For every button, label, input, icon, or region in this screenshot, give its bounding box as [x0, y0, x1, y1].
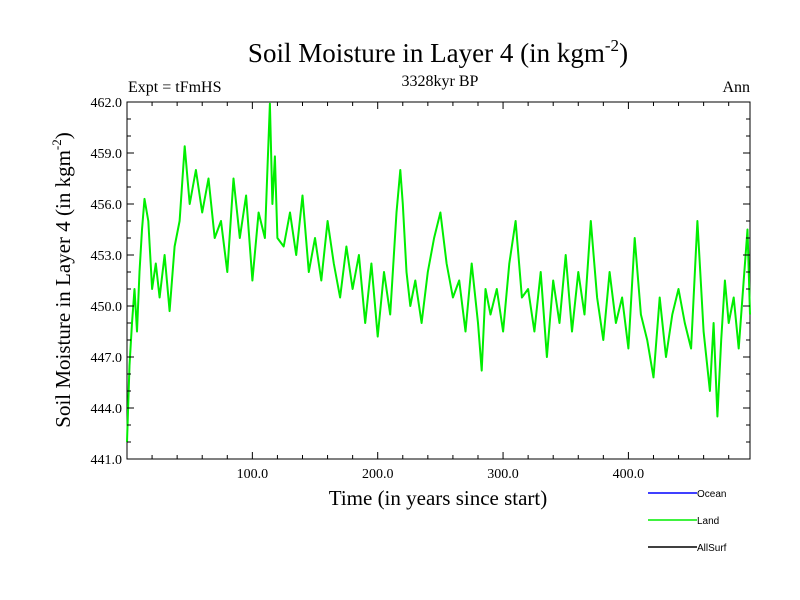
- legend-label-ocean: Ocean: [697, 489, 726, 500]
- x-axis: 100.0 200.0 300.0 400.0: [151, 102, 730, 482]
- y-tick-label: 456.0: [91, 198, 123, 213]
- legend-label-land: Land: [697, 516, 719, 527]
- y-tick-label: 450.0: [91, 300, 123, 315]
- data-lines: [126, 102, 751, 443]
- chart-subtitle: 3328kyr BP: [402, 73, 479, 90]
- x-tick-label: 300.0: [487, 467, 519, 482]
- y-axis-label-exponent: -2: [49, 139, 64, 150]
- y-axis-label-main: Soil Moisture in Layer 4 (in kgm: [51, 150, 75, 428]
- chart-title-main: Soil Moisture in Layer 4 (in kgm: [248, 38, 605, 68]
- plot-frame: [126, 101, 751, 460]
- y-axis-label: Soil Moisture in Layer 4 (in kgm-2): [49, 132, 75, 427]
- legend-label-allsurf: AllSurf: [697, 543, 727, 554]
- chart-title-close: ): [619, 38, 628, 68]
- y-tick-label: 462.0: [91, 96, 123, 111]
- y-tick-label: 441.0: [91, 453, 123, 468]
- chart-title: Soil Moisture in Layer 4 (in kgm-2): [248, 36, 628, 68]
- chart-title-exponent: -2: [605, 36, 619, 55]
- x-tick-label: 200.0: [362, 467, 394, 482]
- season-label: Ann: [722, 79, 750, 96]
- experiment-label: Expt = tFmHS: [128, 79, 221, 96]
- y-axis: 441.0 444.0 447.0 450.0 453.0 456.0 459.0 462.0: [91, 96, 750, 468]
- x-tick-label: 400.0: [613, 467, 645, 482]
- y-tick-label: 459.0: [91, 147, 123, 162]
- x-tick-label: 100.0: [237, 467, 269, 482]
- y-tick-label: 447.0: [91, 351, 123, 366]
- y-axis-label-close: ): [51, 132, 75, 139]
- x-axis-label: Time (in years since start): [329, 486, 548, 510]
- y-tick-label: 453.0: [91, 249, 123, 264]
- series-line-land: [126, 102, 751, 443]
- legend: Ocean Land AllSurf: [648, 489, 727, 554]
- y-tick-label: 444.0: [91, 402, 123, 417]
